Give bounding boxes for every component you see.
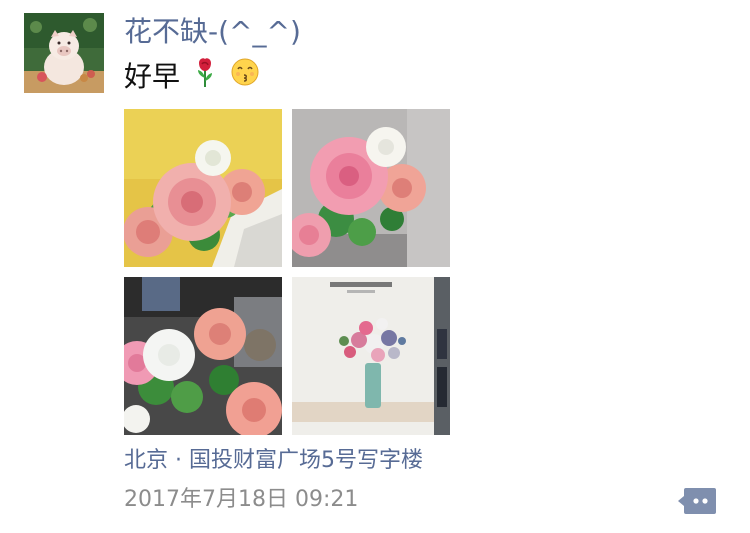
- pig-avatar-image: [24, 13, 104, 93]
- photo-grid: [124, 109, 450, 435]
- photo-thumbnail[interactable]: [124, 277, 282, 435]
- pink-roses-on-gray-photo: [292, 109, 450, 267]
- photo-thumbnail[interactable]: [292, 109, 450, 267]
- flower-vase-card-photo: [292, 277, 450, 435]
- comment-menu-button[interactable]: [678, 487, 718, 515]
- roses-with-desk-background-photo: [124, 277, 282, 435]
- photo-thumbnail[interactable]: [124, 109, 282, 267]
- location-link[interactable]: 北京 · 国投财富广场5号写字楼: [124, 448, 423, 473]
- kissing-face-emoji: [230, 57, 260, 99]
- author-name[interactable]: 花不缺-(^_^): [124, 15, 301, 48]
- post-text-row: 好早: [124, 56, 260, 100]
- photo-thumbnail[interactable]: [292, 277, 450, 435]
- post-text: 好早: [124, 60, 181, 93]
- post-timestamp: 2017年7月18日 09:21: [124, 487, 359, 512]
- pink-roses-on-yellow-photo: [124, 109, 282, 267]
- rose-emoji: [193, 56, 217, 100]
- comment-menu-icon: [678, 488, 716, 514]
- avatar[interactable]: [24, 13, 104, 93]
